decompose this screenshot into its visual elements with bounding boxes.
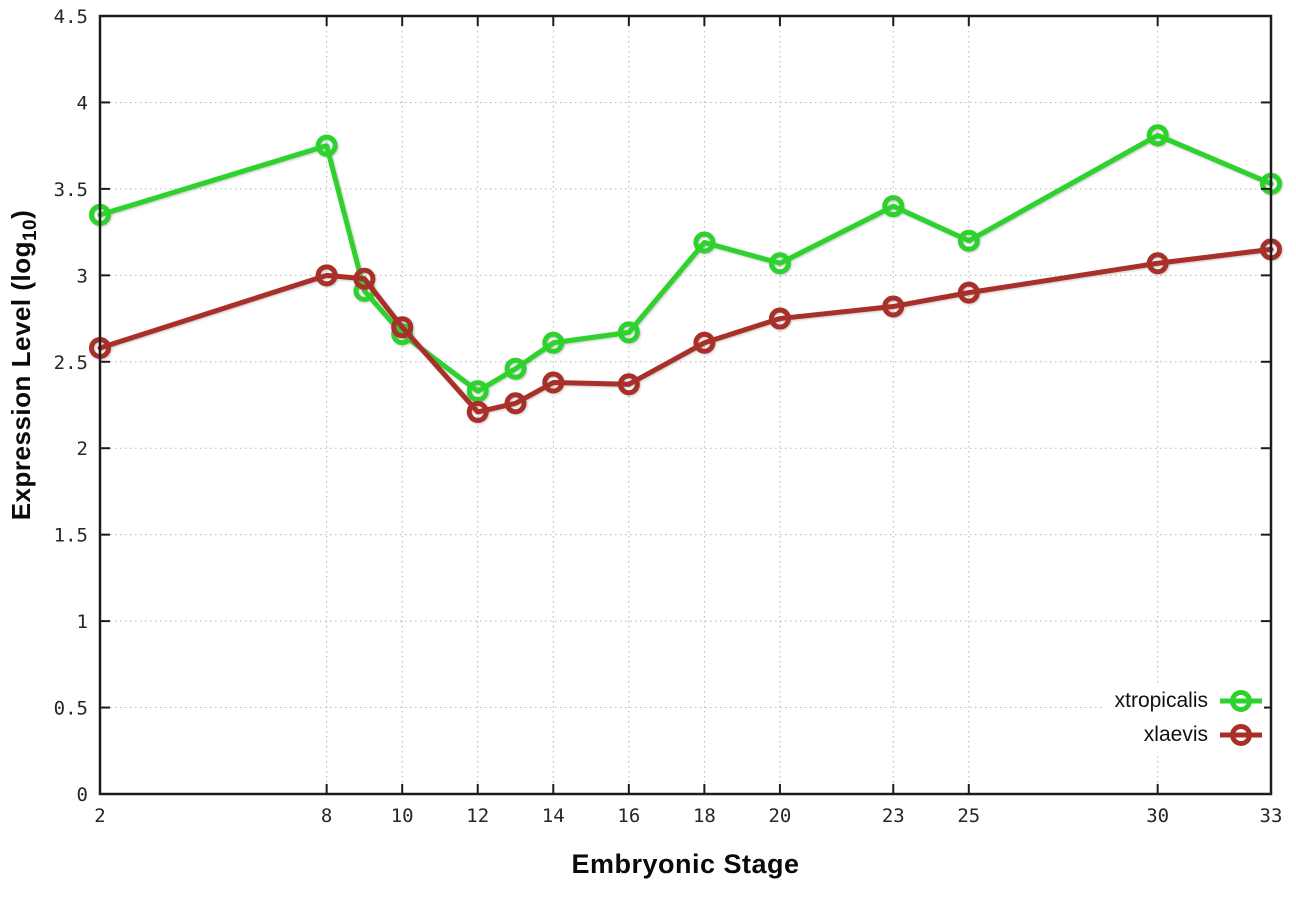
data-point-xlaevis-stage-10 [391,316,414,339]
y-axis-title-main: Expression Level (log [6,241,36,521]
data-point-xtropicalis-stage-12 [466,380,489,403]
series-xlaevis [89,238,1282,423]
grid-lines [99,15,1272,795]
data-point-xtropicalis-stage-13 [504,357,527,380]
y-tick-label-2: 2 [77,438,88,460]
data-point-xlaevis-stage-18 [693,331,716,354]
legend-marker-xtropicalis-icon [1220,690,1262,712]
x-tick-label-2: 2 [94,805,105,827]
x-tick-label-12: 12 [466,805,489,827]
y-tick-label-1.5: 1.5 [54,525,88,547]
y-axis-title: Expression Level (log10) [6,210,42,521]
plot-border [98,14,1273,796]
y-tick-label-4.5: 4.5 [54,6,88,28]
y-tick-label-4: 4 [77,92,88,114]
y-tick-label-0.5: 0.5 [54,698,88,720]
data-point-xlaevis-stage-13 [504,392,527,415]
tick-marks [99,15,1272,795]
y-tick-label-3.5: 3.5 [54,179,88,201]
x-tick-label-8: 8 [321,805,332,827]
legend-label-xlaevis: xlaevis [1143,723,1208,746]
x-tick-label-20: 20 [768,805,791,827]
legend-marker-xlaevis-icon [1220,724,1262,746]
data-point-xtropicalis-stage-18 [693,231,716,254]
data-point-xlaevis-stage-12 [466,400,489,423]
data-point-xlaevis-stage-9 [353,267,376,290]
data-point-xtropicalis-stage-14 [542,331,565,354]
data-point-xtropicalis-stage-30 [1146,124,1169,147]
data-point-xlaevis-stage-30 [1146,252,1169,275]
y-tick-label-2.5: 2.5 [54,352,88,374]
legend-label-xtropicalis: xtropicalis [1114,689,1208,712]
y-tick-label-1: 1 [77,611,88,633]
x-axis-title: Embryonic Stage [571,849,800,879]
x-tick-label-25: 25 [957,805,980,827]
data-point-xlaevis-stage-20 [768,307,791,330]
data-point-xtropicalis-stage-23 [882,195,905,218]
x-tick-label-10: 10 [391,805,414,827]
x-tick-label-33: 33 [1260,805,1283,827]
data-point-xtropicalis-stage-8 [315,134,338,157]
data-point-xtropicalis-stage-20 [768,252,791,275]
data-point-xtropicalis-stage-25 [957,229,980,252]
data-point-xtropicalis-stage-16 [617,321,640,344]
series-line-xlaevis [97,246,1274,415]
legend: xtropicalis xlaevis [1102,684,1264,752]
series-xtropicalis [89,124,1282,403]
x-tick-label-30: 30 [1146,805,1169,827]
data-point-xlaevis-stage-16 [617,373,640,396]
x-tick-label-23: 23 [882,805,905,827]
data-point-xlaevis-stage-23 [882,295,905,318]
y-axis-title-close: ) [6,209,36,219]
x-tick-label-16: 16 [617,805,640,827]
data-point-xlaevis-stage-14 [542,371,565,394]
y-axis-title-subscript: 10 [20,218,41,242]
x-tick-label-18: 18 [693,805,716,827]
legend-item-xtropicalis: xtropicalis [1115,686,1264,716]
legend-item-xlaevis: xlaevis [1144,720,1264,750]
y-tick-label-0: 0 [77,784,88,806]
tick-labels: 2 8 10 12 14 16 18 20 23 25 30 33 0 0.5 1 1.5 2 2.5 3 3.5 4 4… [54,6,1283,827]
data-point-xlaevis-stage-8 [315,264,338,287]
x-tick-label-14: 14 [542,805,565,827]
data-point-xlaevis-stage-25 [957,281,980,304]
y-tick-label-3: 3 [77,265,88,287]
